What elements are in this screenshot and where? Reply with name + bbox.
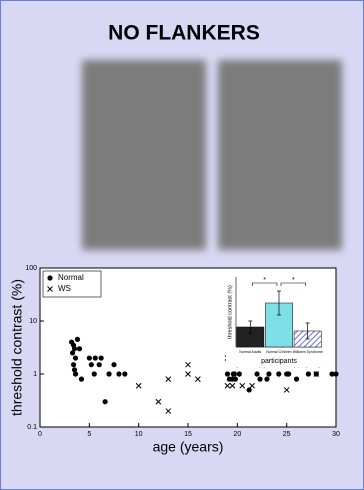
data-point [286, 371, 291, 376]
x-tick-label: 15 [184, 431, 192, 438]
data-point [225, 371, 230, 376]
data-point [257, 377, 262, 382]
x-tick-label: 20 [233, 431, 241, 438]
inset-category-label: Normal Children [266, 350, 291, 354]
x-tick-label: 5 [87, 431, 91, 438]
data-point [254, 371, 259, 376]
data-point [106, 371, 111, 376]
x-tick-label: 25 [283, 431, 291, 438]
inset-x-label: participants [261, 358, 297, 365]
data-point [306, 371, 311, 376]
data-point [266, 371, 271, 376]
data-point [79, 377, 84, 382]
data-point [116, 371, 121, 376]
y-tick-label: 0.1 [27, 424, 37, 431]
data-point [122, 371, 127, 376]
data-point [71, 362, 76, 367]
y-tick-label: 100 [25, 265, 37, 272]
y-tick-label: 1 [33, 371, 37, 378]
data-point [111, 362, 116, 367]
x-tick-label: 0 [38, 431, 42, 438]
y-tick-label: 10 [29, 318, 37, 325]
data-point [93, 355, 98, 360]
legend-marker [47, 275, 52, 280]
data-point [333, 371, 338, 376]
y-axis-label: threshold contrast (%) [9, 279, 25, 416]
data-point [87, 355, 92, 360]
inset-category-label: Normal Adults [239, 350, 261, 354]
data-point [89, 362, 94, 367]
data-point [99, 355, 104, 360]
page: NO FLANKERS 0 5 10 15 20 25 30 0.1 1 10 100 age (ye… [0, 0, 364, 490]
x-tick-label: 30 [332, 431, 340, 438]
data-point [97, 362, 102, 367]
x-axis-label: age (years) [153, 439, 224, 455]
slide-title: NO FLANKERS [108, 22, 260, 45]
data-point [70, 350, 75, 355]
inset-category-label: Williams Syndrome [293, 350, 323, 354]
data-point [276, 371, 281, 376]
x-tick-label: 10 [135, 431, 143, 438]
data-point [247, 387, 252, 392]
data-point [264, 377, 269, 382]
inset-y-label: threshold contrast (%) [227, 285, 233, 339]
legend-label: WS [58, 284, 71, 293]
legend-label: Normal [58, 273, 84, 282]
data-point [233, 377, 238, 382]
data-point [294, 377, 299, 382]
data-point [75, 337, 80, 342]
data-point [103, 399, 108, 404]
data-point [73, 371, 78, 376]
data-point [77, 346, 82, 351]
significance-mark: * [263, 277, 266, 284]
data-point [73, 355, 78, 360]
data-point [92, 371, 97, 376]
significance-mark: * [292, 277, 295, 284]
